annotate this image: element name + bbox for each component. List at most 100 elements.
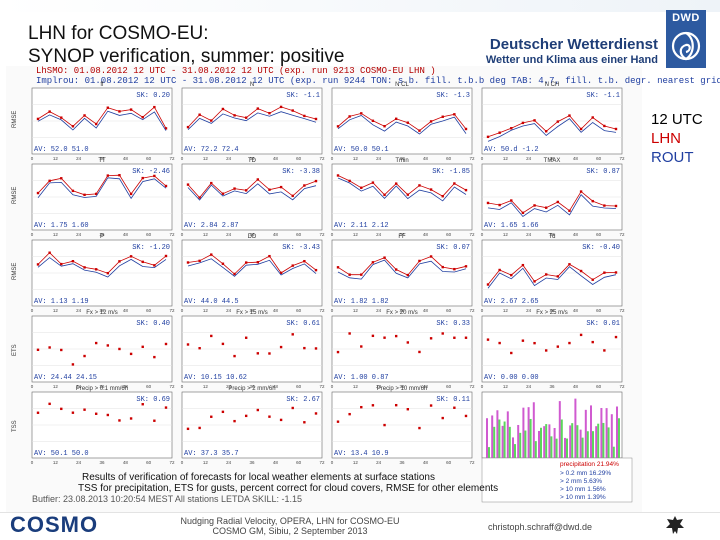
precip-bar-green [560, 419, 563, 458]
panel-skill-stat: SK: 0.11 [436, 396, 470, 404]
lhn-series-line [487, 263, 617, 285]
run-line-2: Implrou: 01.08.2012 12 UTC - 31.08.2012 … [36, 76, 720, 86]
precip-bar-magenta [579, 429, 582, 458]
precip-bar-green [576, 425, 579, 458]
x-tick-label: 24 [376, 232, 382, 237]
x-tick-label: 12 [203, 156, 209, 161]
panel-skill-stat: SK: 0.20 [136, 92, 170, 100]
lhn-point [244, 414, 248, 418]
x-tick-label: 12 [353, 308, 359, 313]
x-tick-label: 48 [573, 156, 579, 161]
lhn-point [71, 411, 75, 414]
x-tick-label: 60 [296, 232, 302, 237]
lhn-point [464, 188, 468, 192]
panel-title: Fx > 15 m/s [236, 310, 268, 316]
x-tick-label: 36 [399, 156, 405, 161]
precip-bar-magenta [610, 414, 613, 458]
precip-bar-green [488, 447, 490, 458]
lhn-series-line [487, 115, 617, 138]
x-tick-label: 48 [273, 232, 279, 237]
precip-bar-green [586, 431, 589, 458]
lhn-series-line [337, 112, 467, 132]
lhn-series-line [187, 106, 317, 128]
footer-line-1: Nudging Radial Velocity, OPERA, LHN for … [180, 516, 400, 526]
precip-bar-green [581, 437, 584, 458]
lhn-point [614, 335, 618, 339]
lhn-point [336, 420, 340, 423]
lhn-point [429, 337, 433, 340]
precip-legend-row: > 0.2 mm 16.29% [560, 470, 611, 477]
x-tick-label: 48 [123, 384, 129, 389]
x-tick-label: 12 [203, 308, 209, 313]
panel-av-stat: AV: 1.82 1.82 [334, 298, 389, 306]
x-tick-label: 24 [226, 156, 232, 161]
lhn-point [244, 336, 248, 339]
x-tick-label: 24 [526, 308, 532, 313]
lhn-point [314, 412, 318, 415]
lhn-point [486, 201, 490, 205]
panel-title: Td [548, 234, 555, 240]
lhn-point [510, 351, 513, 355]
legend: 12 UTC LHN ROUT [651, 110, 703, 167]
x-tick-label: 36 [549, 232, 555, 237]
panel-skill-stat: SK: -1.1 [286, 92, 320, 100]
lhn-point [48, 346, 51, 349]
x-tick-label: 24 [376, 308, 382, 313]
precip-bar-magenta [548, 424, 551, 458]
x-tick-label: 0 [331, 156, 334, 161]
lhn-point [486, 338, 490, 341]
x-tick-label: 48 [423, 156, 429, 161]
x-tick-label: 72 [319, 232, 325, 237]
panel-av-stat: AV: 13.4 10.9 [334, 450, 389, 458]
lhn-point [36, 117, 40, 121]
panel-skill-stat: SK: -1.85 [432, 168, 470, 176]
lhn-point [48, 402, 51, 406]
footnote-2: TSS for precipitation, ETS for gusts, pe… [78, 483, 499, 494]
x-tick-label: 24 [76, 232, 82, 237]
x-tick-label: 36 [249, 384, 255, 389]
lhn-point [118, 347, 121, 351]
lhn-point [348, 412, 351, 416]
precip-bar-green [612, 446, 615, 458]
x-tick-label: 48 [273, 308, 279, 313]
panel-title: TMAX [544, 158, 561, 164]
panel-skill-stat: SK: -1.1 [586, 92, 620, 100]
x-tick-label: 24 [76, 384, 82, 389]
lhn-point [303, 346, 306, 350]
x-tick-label: 0 [31, 460, 34, 465]
precip-bar-magenta [600, 407, 603, 458]
footer-bar [0, 512, 720, 540]
x-tick-label: 24 [226, 308, 232, 313]
lhn-point [383, 336, 386, 339]
precip-bar-magenta [558, 401, 561, 458]
panel-skill-stat: SK: 0.61 [286, 320, 320, 328]
x-tick-label: 24 [526, 156, 532, 161]
x-tick-label: 72 [619, 232, 625, 237]
panel-skill-stat: SK: -1.3 [436, 92, 470, 100]
footer-center: Nudging Radial Velocity, OPERA, LHN for … [160, 516, 420, 536]
precip-bar-magenta [506, 411, 509, 458]
lhn-point [256, 352, 260, 355]
x-tick-label: 24 [526, 384, 532, 389]
x-tick-label: 12 [53, 308, 59, 313]
x-tick-label: 60 [146, 460, 152, 465]
x-tick-label: 72 [469, 156, 475, 161]
lhn-point [186, 125, 190, 129]
dwd-logo: DWD [666, 10, 706, 68]
x-tick-label: 36 [99, 384, 105, 389]
row-metric-label: ETS [12, 344, 18, 356]
x-tick-label: 0 [331, 460, 334, 465]
lhn-point [383, 423, 386, 427]
x-tick-label: 60 [446, 460, 452, 465]
cosmo-logo-text: COSMO [10, 512, 99, 537]
x-tick-label: 60 [596, 156, 602, 161]
rout-series-line [187, 111, 317, 130]
rout-series-line [37, 177, 167, 200]
x-tick-label: 12 [203, 384, 209, 389]
lhn-point [418, 350, 421, 354]
x-tick-label: 24 [226, 460, 232, 465]
lhn-point [279, 345, 283, 349]
x-tick-label: 36 [99, 156, 105, 161]
footer-line-2: COSMO GM, Sibiu, 2 September 2013 [212, 526, 368, 536]
panel-skill-stat: SK: -3.38 [282, 168, 320, 176]
